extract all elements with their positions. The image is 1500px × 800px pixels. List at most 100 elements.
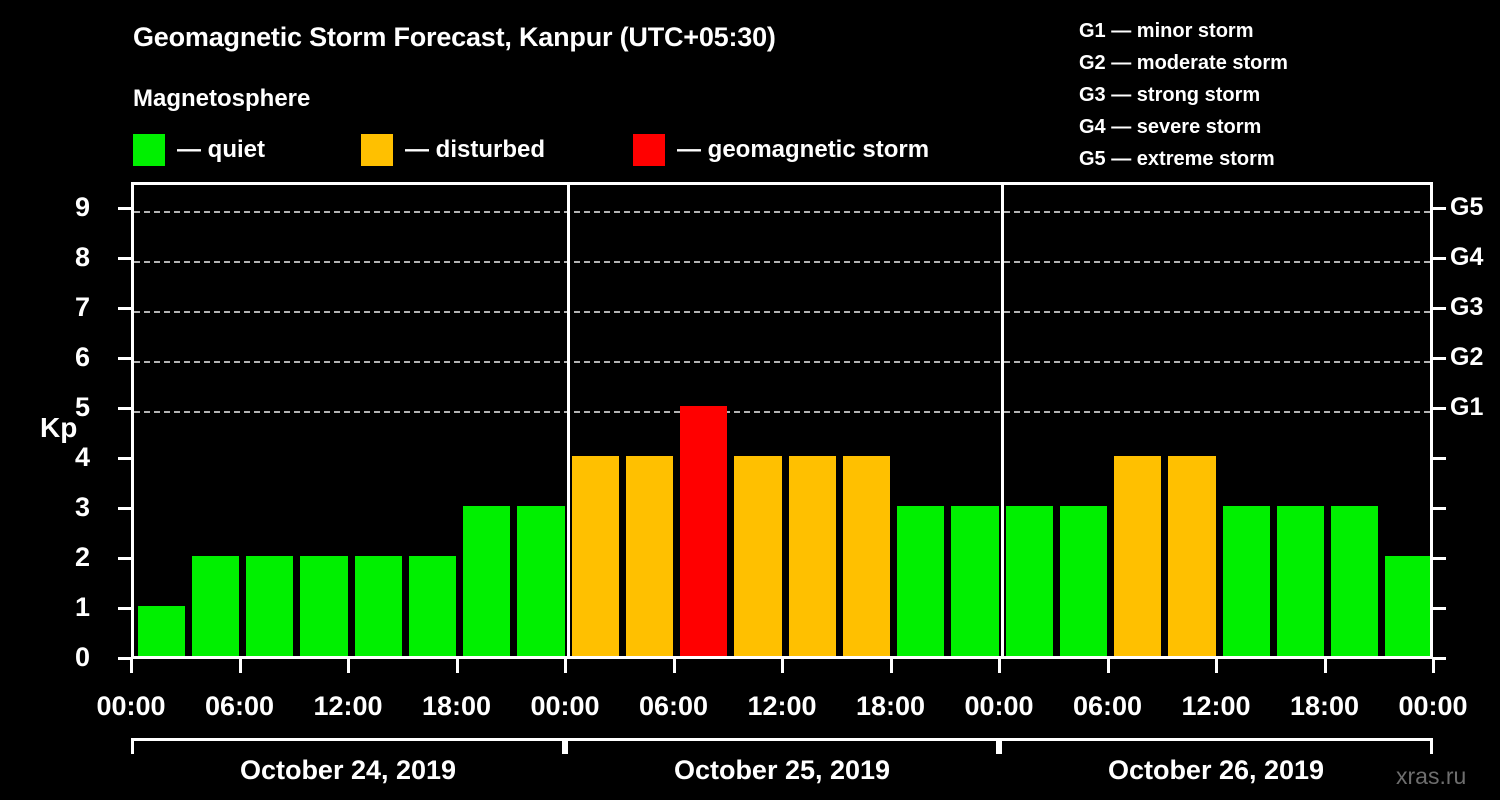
date-bracket [131, 738, 565, 754]
bar-Oct-24-06-00 [246, 556, 294, 656]
y-tick-left [118, 407, 131, 410]
x-tick-label: 06:00 [1072, 691, 1143, 721]
y-tick-left [118, 207, 131, 210]
gridline-kp-9 [134, 211, 1430, 213]
x-tick-label: 18:00 [421, 691, 492, 721]
y-tick-label-9: 9 [74, 192, 90, 222]
g-scale-legend-line: G1 — minor storm [1079, 20, 1254, 42]
bar-Oct-25-00-00 [571, 456, 619, 656]
bar-Oct-26-15-00 [1276, 506, 1324, 656]
y-tick-left [118, 557, 131, 560]
x-tick-label: 00:00 [1398, 691, 1468, 721]
y-tick-left [118, 607, 131, 610]
x-tick [889, 659, 893, 673]
plot-inner [134, 185, 1430, 656]
bar-Oct-26-12-00 [1222, 506, 1270, 656]
g-axis-label-G4: G4 [1450, 243, 1484, 271]
bar-Oct-25-18-00 [897, 506, 945, 656]
x-tick [781, 659, 784, 673]
g-scale-legend-line: G4 — severe storm [1079, 116, 1262, 138]
y-tick-left [118, 457, 131, 460]
bar-Oct-24-03-00 [191, 556, 239, 656]
legend-label: — geomagnetic storm [677, 136, 930, 163]
gridline-kp-5 [134, 411, 1430, 413]
day-separator [567, 185, 570, 656]
y-tick-label-5: 5 [74, 392, 90, 422]
bar-Oct-25-21-00 [951, 506, 999, 656]
day-separator [1001, 185, 1004, 656]
bar-Oct-24-18-00 [463, 506, 511, 656]
x-tick-label: 18:00 [855, 691, 926, 721]
legend-label: — disturbed [405, 136, 546, 163]
bar-Oct-26-03-00 [1059, 506, 1107, 656]
x-tick-label: 00:00 [530, 691, 600, 721]
y-tick-right [1433, 257, 1446, 260]
gridline-kp-8 [134, 261, 1430, 263]
bar-Oct-26-00-00 [1005, 506, 1053, 656]
x-tick-label: 00:00 [964, 691, 1034, 721]
g-axis-label-G1: G1 [1450, 393, 1484, 421]
g-axis-label-G5: G5 [1450, 193, 1484, 221]
y-tick-right [1433, 357, 1446, 360]
y-tick-left [118, 507, 131, 510]
x-tick [347, 659, 350, 673]
legend-entry-disturbed: — disturbed [361, 133, 545, 167]
y-tick-label-8: 8 [74, 242, 90, 272]
x-tick-label: 12:00 [1181, 691, 1251, 721]
date-bracket [999, 738, 1433, 754]
gridline-kp-6 [134, 361, 1430, 363]
x-tick [564, 659, 567, 673]
bar-Oct-26-21-00 [1385, 556, 1430, 656]
g-scale-legend-line: G5 — extreme storm [1079, 148, 1275, 170]
g-scale-legend: G1 — minor storm G2 — moderate storm G3 — … [1079, 15, 1288, 175]
y-tick-label-7: 7 [74, 292, 90, 322]
bar-Oct-24-09-00 [300, 556, 348, 656]
y-tick-left [118, 657, 131, 660]
g-axis-label-G3: G3 [1450, 293, 1484, 321]
y-tick-right [1433, 607, 1446, 610]
x-tick [1215, 659, 1218, 673]
x-tick [1323, 659, 1327, 673]
gridline-kp-7 [134, 311, 1430, 313]
x-tick-label: 12:00 [313, 691, 383, 721]
y-tick-right [1433, 307, 1446, 310]
y-tick-left [118, 307, 131, 310]
y-tick-right [1433, 407, 1446, 410]
chart-subtitle: Magnetosphere [133, 85, 311, 112]
y-tick-label-6: 6 [74, 342, 90, 372]
date-bracket [565, 738, 999, 754]
legend-swatch-disturbed-icon [361, 134, 393, 166]
x-tick-label: 00:00 [96, 691, 166, 721]
y-tick-right [1433, 457, 1446, 460]
legend-swatch-geomagnetic-storm-icon [633, 134, 665, 166]
g-scale-legend-line: G3 — strong storm [1079, 84, 1261, 106]
x-tick-label: 12:00 [747, 691, 817, 721]
y-tick-right [1433, 507, 1446, 510]
x-tick [998, 659, 1001, 673]
x-tick [130, 659, 133, 673]
bar-Oct-25-09-00 [734, 456, 782, 656]
g-scale-legend-line: G2 — moderate storm [1079, 52, 1288, 74]
x-tick [672, 659, 676, 673]
x-tick-label: 06:00 [204, 691, 275, 721]
bar-Oct-24-00-00 [137, 606, 185, 656]
date-label: October 25, 2019 [673, 755, 891, 785]
x-tick [238, 659, 242, 673]
y-tick-left [118, 257, 131, 260]
bar-Oct-25-12-00 [788, 456, 836, 656]
y-tick-left [118, 357, 131, 360]
legend-label: — quiet [177, 136, 265, 163]
legend-swatch-quiet-icon [133, 134, 165, 166]
legend-entry-quiet: — quiet [133, 133, 265, 167]
y-tick-right [1433, 657, 1446, 660]
y-tick-label-2: 2 [74, 542, 90, 572]
bar-Oct-25-15-00 [842, 456, 890, 656]
bar-Oct-24-12-00 [354, 556, 402, 656]
y-tick-label-1: 1 [74, 592, 90, 622]
g-axis-label-G2: G2 [1450, 343, 1484, 371]
bar-Oct-24-21-00 [517, 506, 565, 656]
plot-area [131, 182, 1433, 659]
x-tick-label: 06:00 [638, 691, 709, 721]
bar-Oct-26-06-00 [1114, 456, 1162, 656]
y-tick-right [1433, 207, 1446, 210]
